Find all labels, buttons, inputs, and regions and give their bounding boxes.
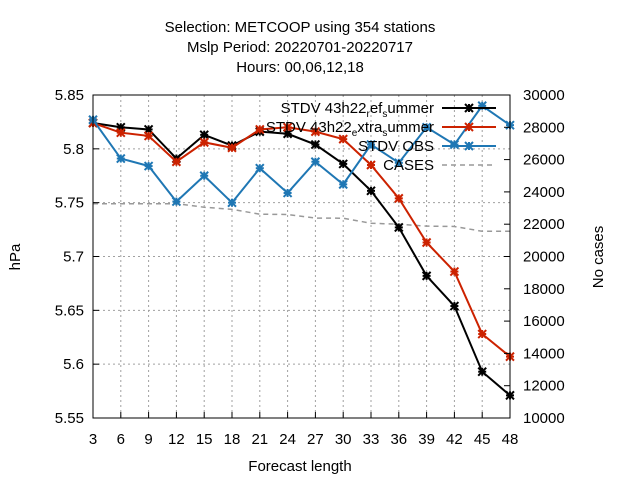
y-tick-label: 5.55 — [55, 410, 84, 427]
x-tick-label: 3 — [89, 431, 97, 448]
y2-axis-label: No cases — [590, 226, 607, 289]
data-point-s2-3 — [171, 196, 182, 207]
data-point-s2-4 — [199, 171, 209, 181]
data-point-s1-3 — [171, 157, 182, 167]
data-point-s1-14 — [477, 329, 487, 339]
y-axis-label: hPa — [7, 243, 24, 270]
data-point-s1-4 — [199, 137, 209, 148]
legend-entry-2: STDV OBS — [358, 138, 496, 155]
data-point-s0-4 — [199, 130, 209, 140]
y2-tick-label: 28000 — [523, 119, 565, 136]
data-point-s1-1 — [116, 127, 126, 138]
y-axis-left: 5.55 5.6 5.65 5.7 5.75 5.8 5.85 — [55, 87, 99, 427]
data-point-s1-2 — [143, 131, 154, 141]
title-line-1: Selection: METCOOP using 354 stations — [165, 19, 436, 36]
x-tick-label: 18 — [224, 431, 241, 448]
y-tick-label: 5.8 — [63, 141, 84, 158]
series-cases — [93, 202, 510, 233]
data-point-s1-11 — [394, 193, 404, 204]
y2-tick-label: 22000 — [523, 216, 565, 233]
data-point-s0-13 — [449, 301, 460, 311]
data-point-s2-5 — [227, 197, 237, 208]
y2-tick-label: 10000 — [523, 410, 565, 427]
data-point-s2-9 — [338, 179, 348, 190]
data-point-s1-12 — [421, 237, 432, 248]
data-point-s2-10 — [366, 139, 376, 150]
data-point-s2-7 — [282, 188, 293, 198]
x-tick-label: 39 — [418, 431, 435, 448]
data-point-s2-11 — [394, 158, 404, 168]
series-line-2 — [92, 104, 511, 205]
y2-tick-label: 12000 — [523, 378, 565, 395]
y2-tick-label: 14000 — [523, 345, 565, 362]
data-point-sL0-0 — [464, 103, 474, 113]
legend-label: STDV OBS — [358, 138, 434, 155]
legend-label: CASES — [383, 157, 434, 174]
y2-tick-label: 24000 — [523, 184, 565, 201]
x-tick-label: 42 — [446, 431, 463, 448]
y-tick-label: 5.65 — [55, 302, 84, 319]
y2-tick-label: 30000 — [523, 87, 565, 104]
legend-label: STDV 43h22refsummer — [281, 100, 434, 120]
data-point-s0-11 — [394, 222, 404, 233]
y-axis-right: 10000 12000 14000 16000 18000 20000 22000 24000… — [504, 87, 565, 427]
x-tick-label: 30 — [335, 431, 352, 448]
data-point-s0-12 — [421, 271, 432, 281]
data-point-s2-1 — [116, 153, 126, 164]
x-axis-label: Forecast length — [248, 458, 351, 475]
data-point-s1-13 — [449, 266, 460, 277]
x-tick-label: 21 — [251, 431, 268, 448]
x-tick-label: 6 — [117, 431, 125, 448]
title-line-3: Hours: 00,06,12,18 — [236, 59, 364, 76]
y2-tick-label: 16000 — [523, 313, 565, 330]
legend-entry-1: STDV 43h22extrasummer — [266, 119, 496, 139]
data-point-s1-9 — [338, 134, 348, 144]
x-tick-label: 45 — [474, 431, 491, 448]
title-line-2: Mslp Period: 20220701-20220717 — [187, 39, 413, 56]
series-line-3 — [93, 202, 510, 233]
data-point-s2-13 — [449, 139, 460, 150]
x-tick-label: 27 — [307, 431, 324, 448]
data-point-s2-12 — [421, 122, 432, 133]
data-point-s1-8 — [310, 126, 321, 137]
x-tick-label: 15 — [196, 431, 213, 448]
title: Selection: METCOOP using 354 stations Ms… — [165, 19, 436, 76]
y-tick-label: 5.75 — [55, 195, 84, 212]
data-point-s1-10 — [366, 160, 376, 170]
x-tick-label: 33 — [363, 431, 380, 448]
data-point-s1-6 — [255, 124, 265, 135]
x-tick-label: 36 — [390, 431, 407, 448]
data-point-sL1-0 — [464, 122, 474, 132]
data-point-s0-10 — [366, 186, 376, 196]
data-point-sL2-0 — [464, 141, 474, 151]
data-point-s0-14 — [477, 366, 487, 377]
y2-tick-label: 18000 — [523, 281, 565, 298]
x-axis: 3 6 9 12 15 18 21 24 27 30 33 36 39 42 45 48 — [89, 412, 519, 448]
legend-entry-3: CASES — [383, 157, 496, 174]
data-point-s1-5 — [227, 143, 237, 153]
x-tick-label: 48 — [502, 431, 519, 448]
x-tick-label: 9 — [144, 431, 152, 448]
y-tick-label: 5.85 — [55, 87, 84, 104]
y-tick-label: 5.7 — [63, 249, 84, 266]
data-point-s2-6 — [255, 163, 265, 173]
x-tick-label: 24 — [279, 431, 296, 448]
data-point-s1-7 — [282, 122, 293, 133]
y-tick-label: 5.6 — [63, 356, 84, 373]
x-tick-label: 12 — [168, 431, 185, 448]
y2-tick-label: 20000 — [523, 249, 565, 266]
legend-label: STDV 43h22extrasummer — [266, 119, 434, 139]
series-line-0 — [92, 122, 511, 397]
legend-entry-0: STDV 43h22refsummer — [281, 100, 496, 120]
series-line-1 — [92, 122, 511, 358]
data-point-s0-9 — [338, 159, 348, 169]
data-point-s0-8 — [310, 139, 321, 150]
y2-tick-label: 26000 — [523, 152, 565, 169]
data-point-s2-2 — [143, 161, 154, 171]
data-point-s2-8 — [310, 157, 321, 167]
